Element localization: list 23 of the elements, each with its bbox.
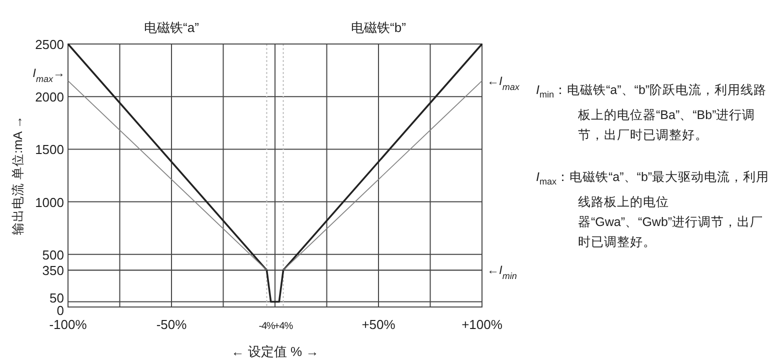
text: 电磁铁“b” bbox=[351, 20, 406, 35]
x-tick-label: +100% bbox=[462, 317, 503, 332]
x-tick-label: -100% bbox=[49, 317, 88, 332]
y-tick-label: 1000 bbox=[35, 194, 64, 210]
y-tick-label: 0 bbox=[56, 303, 64, 318]
ref-line-label: ←I$_{min}$ bbox=[487, 263, 517, 282]
y-tick-label: 2500 bbox=[35, 37, 64, 52]
text: 电磁铁“a” bbox=[144, 20, 199, 35]
y-tick-label: 50 bbox=[50, 290, 64, 306]
annotation: ←I$_{max}$ bbox=[487, 74, 520, 92]
x-tick-label: +4% bbox=[274, 321, 294, 332]
x-tick-label: +50% bbox=[362, 317, 396, 332]
y-tick-label: 1500 bbox=[35, 142, 64, 158]
x-tick-label: -4% bbox=[258, 321, 276, 332]
x-tick-label: -50% bbox=[156, 317, 188, 332]
y-tick-label: 2000 bbox=[35, 90, 64, 105]
y-axis-title: 输出电流 单位:mA → bbox=[10, 116, 25, 235]
y-tick-label: 350 bbox=[42, 263, 64, 278]
text: I$_{max}$：电磁铁“a”、“b”最大驱动电流，利用线路板上的电位器“Gwa”、“Gwb”进行调节，出厂时已调整好。 bbox=[536, 169, 770, 250]
text: I$_{min}$：电磁铁“a”、“b”阶跃电流，利用线路板上的电位器“Ba”、“Bb”进行调节，出厂时已调整好。 bbox=[536, 82, 768, 144]
x-axis-title: ← 设定值 % → bbox=[231, 344, 319, 359]
y-tick-label: 500 bbox=[42, 247, 64, 262]
annotation: I$_{max}$→ bbox=[32, 66, 65, 84]
